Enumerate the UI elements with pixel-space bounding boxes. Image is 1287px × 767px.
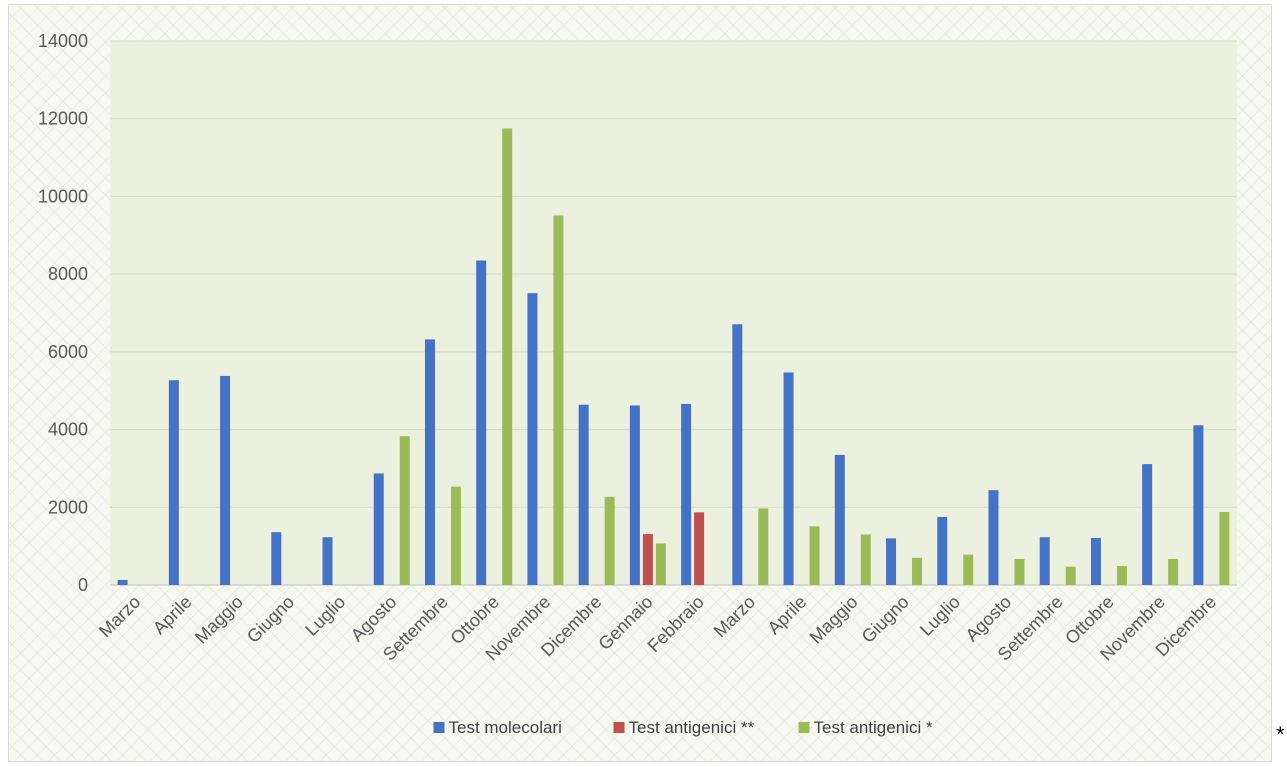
x-tick-label: Luglio — [916, 592, 964, 640]
bar — [886, 538, 897, 585]
bar — [629, 405, 640, 585]
bar — [604, 496, 615, 585]
bar — [168, 380, 179, 585]
legend-swatch — [433, 722, 445, 733]
bar — [450, 486, 461, 585]
bar — [578, 404, 589, 585]
bar — [322, 537, 333, 585]
bar — [783, 372, 794, 585]
y-tick-label: 2000 — [48, 497, 88, 517]
y-tick-label: 10000 — [38, 186, 88, 206]
y-tick-label: 14000 — [38, 31, 88, 51]
y-axis: 0 2000 4000 6000 8000 10000 12000 14000 — [38, 31, 88, 595]
bar — [1193, 425, 1204, 585]
bar — [681, 403, 692, 585]
bar — [424, 339, 435, 585]
bar — [834, 454, 845, 585]
y-tick-label: 12000 — [38, 109, 88, 129]
legend-swatch — [613, 722, 625, 733]
bar — [642, 534, 653, 585]
legend-swatch — [798, 722, 810, 733]
plot-area — [110, 41, 1237, 585]
y-tick-label: 6000 — [48, 342, 88, 362]
bar — [1168, 558, 1179, 585]
bar — [655, 543, 666, 585]
bar — [912, 557, 923, 585]
y-tick-label: 8000 — [48, 264, 88, 284]
x-tick-label: Febbraio — [644, 592, 708, 656]
y-tick-label: 4000 — [48, 420, 88, 440]
bar — [476, 260, 487, 585]
x-tick-label: Aprile — [149, 592, 196, 639]
bar — [937, 517, 948, 585]
bar — [963, 554, 974, 585]
bar — [988, 490, 999, 585]
x-tick-label: Maggio — [191, 592, 247, 648]
bar — [1065, 566, 1076, 585]
bar — [758, 508, 769, 585]
bar — [399, 436, 410, 585]
x-tick-label: Giugno — [243, 592, 298, 647]
bar — [1116, 565, 1127, 585]
footnote-mark: * — [1276, 722, 1285, 747]
x-tick-label: Aprile — [764, 592, 811, 639]
bar — [1142, 464, 1153, 585]
bar — [220, 375, 231, 585]
x-tick-label: Marzo — [95, 592, 145, 642]
bar — [502, 128, 513, 585]
x-tick-label: Maggio — [806, 592, 862, 648]
legend-label: Test antigenici ** — [629, 718, 755, 737]
bar — [1039, 537, 1050, 585]
legend-label: Test molecolari — [449, 718, 562, 737]
bar — [527, 293, 538, 585]
bar — [271, 532, 282, 585]
bar — [553, 215, 564, 585]
bar — [373, 473, 384, 585]
bar — [694, 512, 705, 585]
bar — [732, 324, 743, 585]
bars — [117, 128, 1230, 585]
legend-label: Test antigenici * — [814, 718, 933, 737]
bar — [1219, 511, 1230, 585]
x-tick-label: Luglio — [301, 592, 349, 640]
bar — [809, 526, 820, 585]
bar — [117, 579, 128, 585]
legend: Test molecolari Test antigenici ** Test an… — [433, 718, 933, 737]
x-tick-label: Marzo — [710, 592, 760, 642]
x-tick-label: Giugno — [858, 592, 913, 647]
y-tick-label: 0 — [78, 575, 88, 595]
bar — [860, 534, 871, 585]
gridlines — [110, 40, 1237, 586]
bar — [1090, 537, 1101, 585]
bar — [1014, 558, 1025, 585]
